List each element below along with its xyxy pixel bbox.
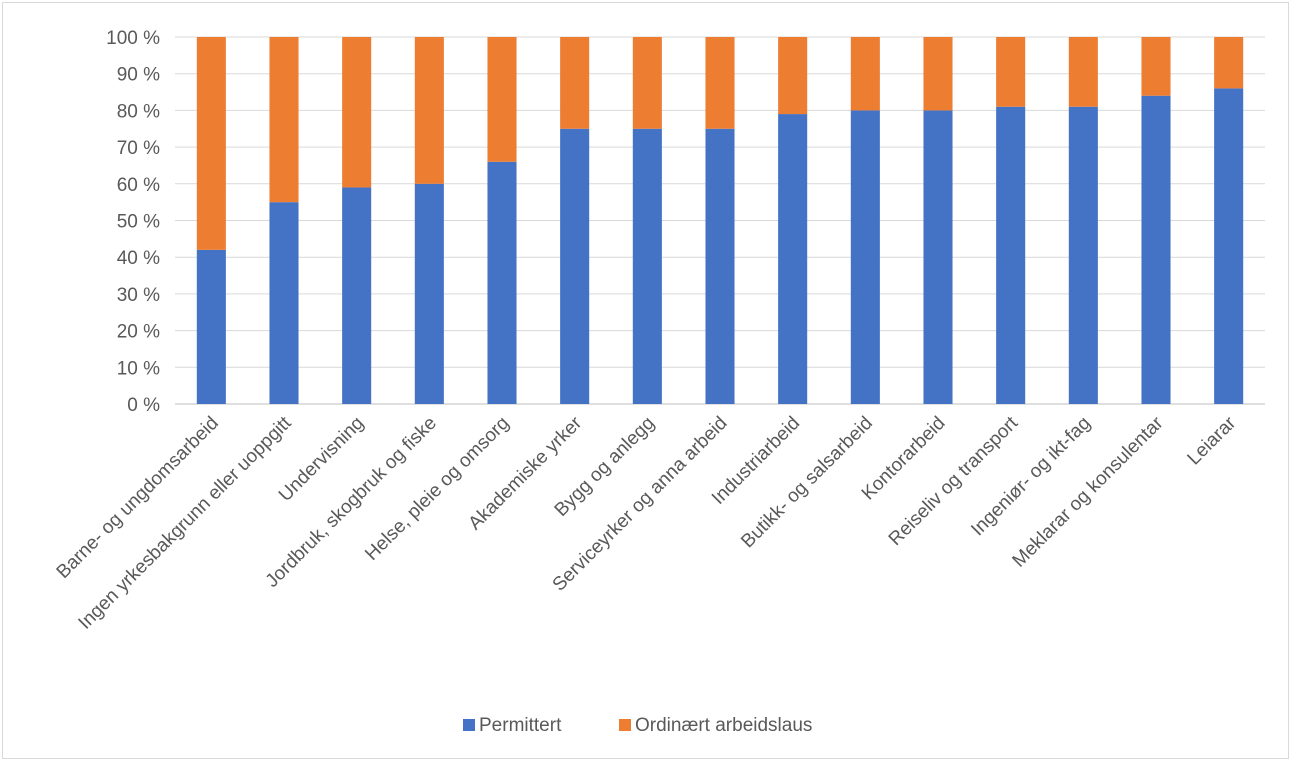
bar-segment-permittert [1214, 88, 1244, 404]
y-tick-label: 50 % [117, 212, 160, 233]
bar-segment-permittert [632, 128, 662, 404]
bar-segment-permittert [705, 128, 735, 404]
bar-segment-permittert [1141, 95, 1171, 404]
y-tick-label: 40 % [117, 248, 160, 269]
bar-segment-ordinaert-arbeidslaus [996, 37, 1026, 107]
bar-segment-ordinaert-arbeidslaus [1141, 37, 1171, 96]
bar-segment-ordinaert-arbeidslaus [778, 37, 808, 115]
bars [196, 37, 1244, 405]
x-category-label: Ingeniør- og ikt-fag [967, 413, 1095, 541]
bar-segment-ordinaert-arbeidslaus [196, 37, 226, 250]
bar-segment-ordinaert-arbeidslaus [1214, 37, 1244, 89]
legend-label: Ordinært arbeidslaus [635, 715, 812, 736]
y-tick-label: 30 % [117, 285, 160, 306]
bar-segment-ordinaert-arbeidslaus [923, 37, 953, 111]
legend-swatch [619, 719, 631, 731]
y-tick-label: 0 % [127, 395, 160, 416]
x-category-label: Leiarar [1184, 412, 1241, 469]
bar-segment-permittert [1068, 106, 1098, 404]
legend: Permittert Ordinært arbeidslaus [463, 715, 812, 736]
y-tick-label: 90 % [117, 65, 160, 86]
bar-segment-permittert [560, 128, 590, 404]
bar-segment-ordinaert-arbeidslaus [487, 37, 517, 162]
bar-segment-permittert [487, 161, 517, 404]
y-tick-label: 80 % [117, 101, 160, 122]
bar-segment-permittert [923, 110, 953, 405]
y-tick-label: 10 % [117, 358, 160, 379]
y-tick-label: 60 % [117, 175, 160, 196]
bar-segment-permittert [342, 187, 372, 404]
bar-segment-permittert [414, 183, 444, 404]
bar-segment-ordinaert-arbeidslaus [850, 37, 880, 111]
bar-segment-ordinaert-arbeidslaus [705, 37, 735, 129]
x-category-label: Reiseliv og transport [885, 412, 1023, 550]
y-tick-label: 20 % [117, 322, 160, 343]
bar-segment-permittert [850, 110, 880, 405]
bar-segment-permittert [269, 202, 299, 404]
bar-segment-ordinaert-arbeidslaus [342, 37, 372, 188]
bar-segment-permittert [778, 114, 808, 404]
bar-segment-ordinaert-arbeidslaus [269, 37, 299, 203]
x-category-label: Meklarar og konsulentar [1009, 412, 1168, 571]
bar-segment-permittert [996, 106, 1026, 404]
y-tick-label: 70 % [117, 138, 160, 159]
bar-segment-ordinaert-arbeidslaus [560, 37, 590, 129]
y-axis-tick-labels: 0 % 10 % 20 % 30 % 40 % 50 % 60 % 70 % 80 % 90 % 1… [106, 28, 160, 416]
legend-swatch [463, 719, 475, 731]
bar-segment-ordinaert-arbeidslaus [632, 37, 662, 129]
x-category-label: Butikk- og salsarbeid [737, 413, 877, 553]
bar-segment-permittert [196, 249, 226, 404]
bar-segment-ordinaert-arbeidslaus [414, 37, 444, 184]
x-category-label: Helse, pleie og omsorg [361, 413, 513, 565]
bar-segment-ordinaert-arbeidslaus [1068, 37, 1098, 107]
y-tick-label: 100 % [106, 28, 160, 49]
legend-label: Permittert [479, 715, 562, 736]
